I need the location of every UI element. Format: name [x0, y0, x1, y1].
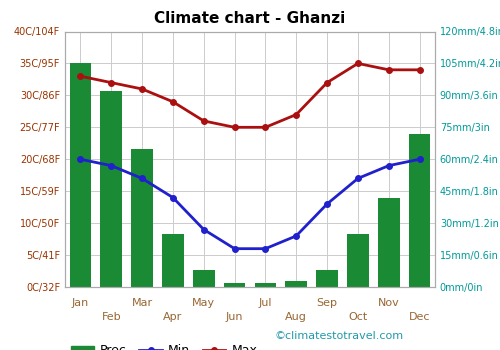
Text: ©climatestotravel.com: ©climatestotravel.com	[275, 331, 404, 341]
Text: Oct: Oct	[348, 312, 368, 322]
Bar	[378, 197, 400, 287]
Text: Feb: Feb	[102, 312, 121, 322]
Text: Apr: Apr	[164, 312, 182, 322]
Bar	[347, 234, 368, 287]
Text: Jan: Jan	[72, 298, 89, 308]
Text: Jul: Jul	[258, 298, 272, 308]
Text: Aug: Aug	[286, 312, 307, 322]
Title: Climate chart - Ghanzi: Climate chart - Ghanzi	[154, 11, 346, 26]
Bar	[193, 270, 214, 287]
Bar	[286, 281, 307, 287]
Bar	[254, 283, 276, 287]
Bar	[409, 134, 430, 287]
Bar	[224, 283, 246, 287]
Legend: Prec, Min, Max: Prec, Min, Max	[72, 344, 258, 350]
Text: Sep: Sep	[316, 298, 338, 308]
Bar	[100, 91, 122, 287]
Text: Dec: Dec	[409, 312, 430, 322]
Bar	[162, 234, 184, 287]
Text: May: May	[192, 298, 216, 308]
Bar	[316, 270, 338, 287]
Text: Nov: Nov	[378, 298, 400, 308]
Text: Jun: Jun	[226, 312, 244, 322]
Bar	[70, 63, 91, 287]
Text: Mar: Mar	[132, 298, 152, 308]
Bar	[132, 149, 153, 287]
